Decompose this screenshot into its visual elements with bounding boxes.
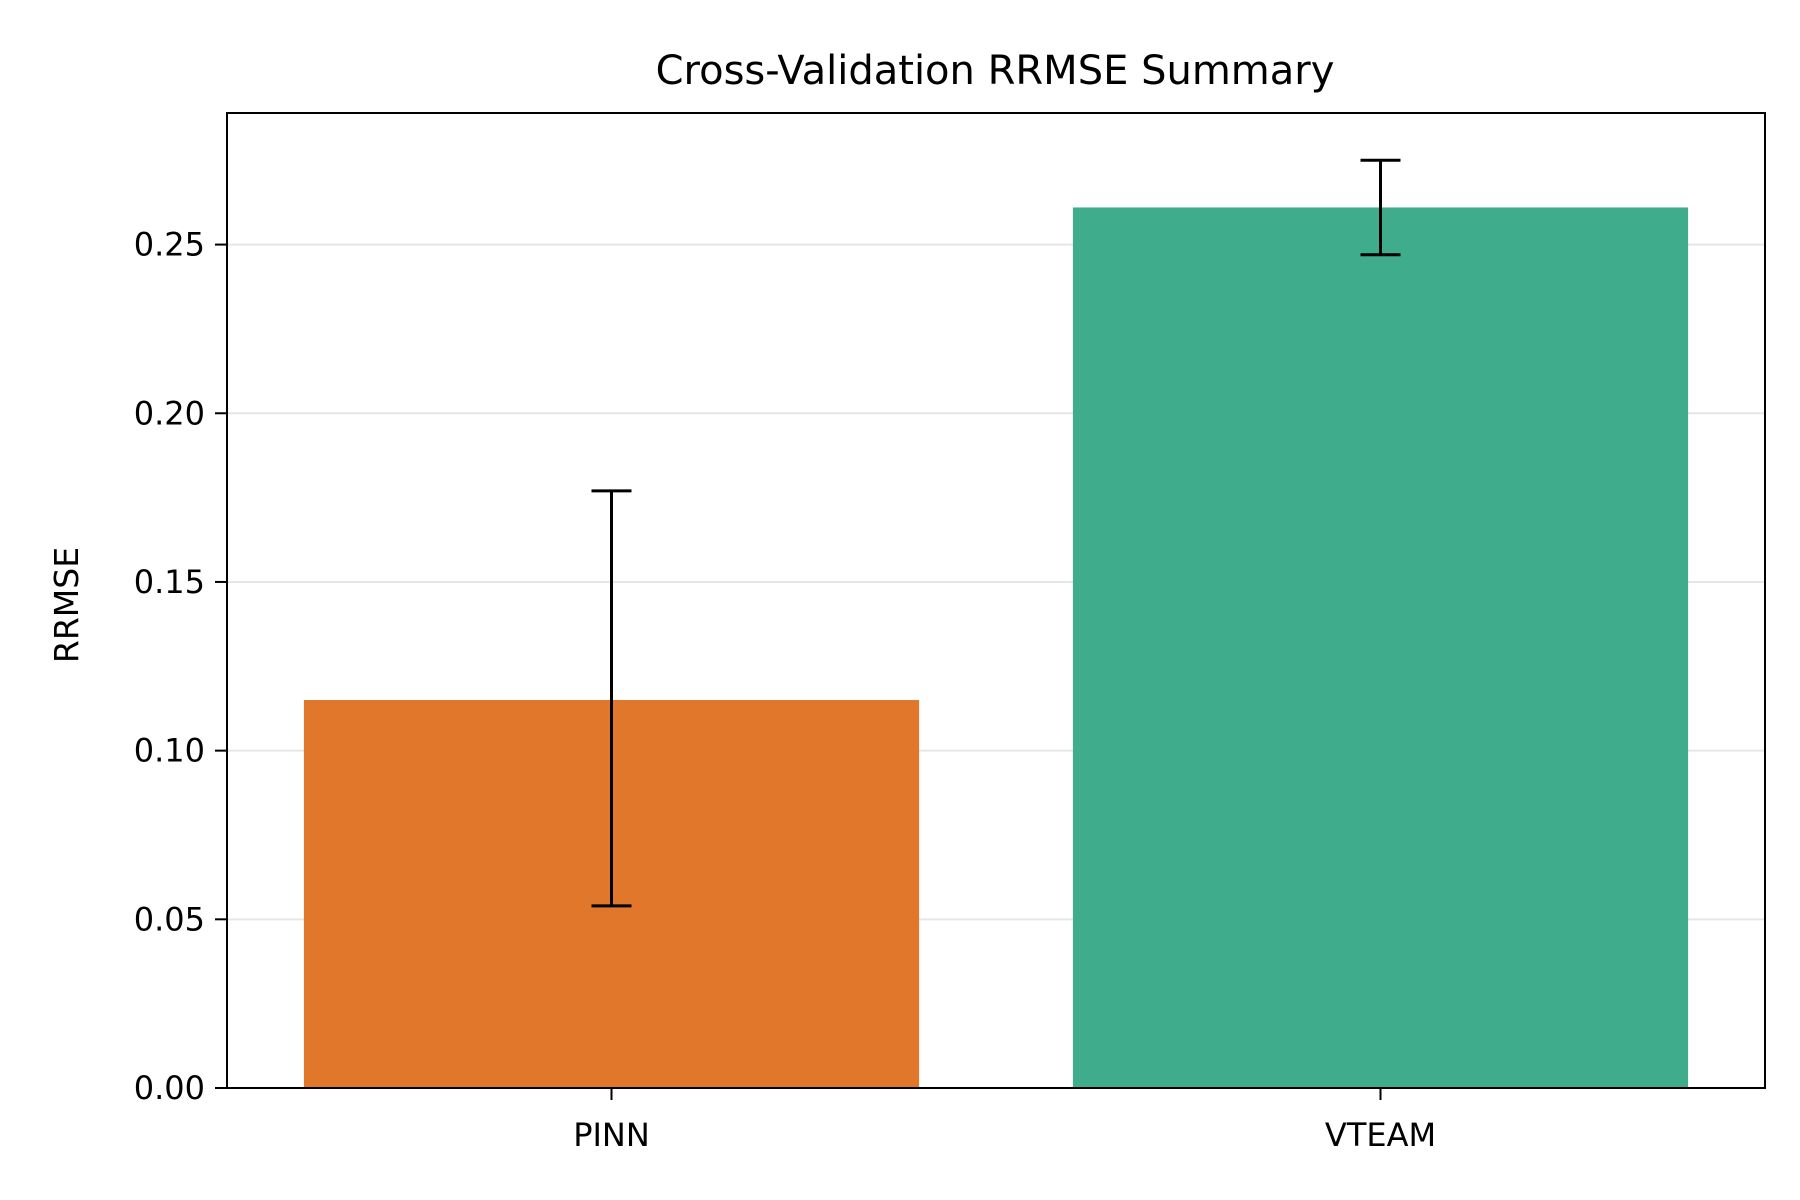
x-tick-label: VTEAM	[1325, 1116, 1436, 1154]
plot-frame	[226, 112, 1766, 1089]
chart-title: Cross-Validation RRMSE Summary	[656, 48, 1335, 94]
error-bars	[591, 158, 1401, 908]
y-tick-label: 0.25	[134, 226, 205, 264]
y-tick-label: 0.05	[134, 900, 205, 938]
y-tick-label: 0.10	[134, 732, 205, 770]
y-axis-label: RRMSE	[47, 547, 86, 663]
y-tick-label: 0.00	[134, 1069, 205, 1107]
bar-vteam	[1072, 207, 1689, 1088]
y-axis-ticks: 0.00 0.05 0.10 0.15 0.20 0.25	[134, 226, 227, 1107]
x-tick-label: PINN	[573, 1116, 650, 1154]
y-tick-label: 0.20	[134, 394, 205, 432]
x-axis-ticks: PINN VTEAM	[573, 1088, 1436, 1154]
bars	[303, 207, 1689, 1088]
y-tick-label: 0.15	[134, 563, 205, 601]
